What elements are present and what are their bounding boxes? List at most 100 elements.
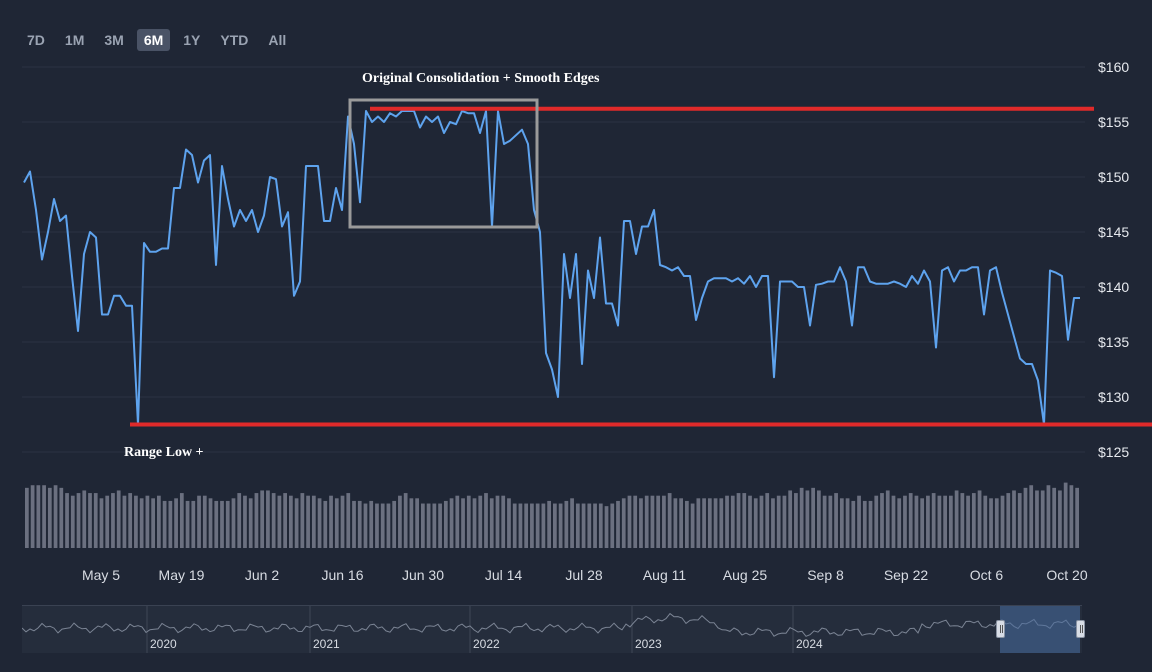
- navigator-year-label: 2021: [313, 637, 340, 651]
- volume-bar: [266, 490, 270, 548]
- volume-bar: [707, 498, 712, 548]
- volume-bar: [926, 495, 930, 548]
- volume-bar: [633, 495, 638, 548]
- volume-bar: [1075, 487, 1079, 548]
- volume-bar: [713, 498, 718, 548]
- volume-bar: [438, 503, 442, 548]
- volume-bar: [59, 487, 64, 548]
- volume-bar: [989, 498, 993, 548]
- volume-bar: [277, 495, 282, 548]
- volume-bar: [587, 503, 592, 548]
- navigator-selection[interactable]: [1000, 606, 1080, 653]
- volume-bar: [834, 493, 838, 548]
- volume-bar: [128, 493, 133, 548]
- navigator-trace: [22, 612, 1082, 637]
- volume-bar: [363, 503, 368, 548]
- range-tab-1y[interactable]: 1Y: [183, 32, 201, 48]
- x-tick-label: May 5: [82, 567, 120, 583]
- volume-bar: [415, 498, 419, 548]
- volume-bar: [1023, 487, 1028, 548]
- volume-bar: [862, 500, 867, 548]
- range-tab-1m[interactable]: 1M: [64, 32, 85, 48]
- y-tick-label: $135: [1098, 334, 1129, 350]
- volume-bar: [1063, 482, 1068, 548]
- navigator-right-handle[interactable]: [1076, 620, 1085, 638]
- range-tab-all[interactable]: All: [268, 32, 287, 48]
- volume-bar: [1012, 490, 1016, 548]
- volume-bar: [771, 498, 775, 548]
- time-range-selector: 7D 1M 3M 6M 1Y YTD All: [20, 28, 293, 52]
- volume-bar: [151, 498, 155, 548]
- volume-bar: [197, 495, 201, 548]
- x-tick-label: Sep 22: [884, 567, 929, 583]
- navigator-left-handle[interactable]: [996, 620, 1005, 638]
- range-tab-6m[interactable]: 6M: [136, 29, 171, 51]
- navigator-year-label: 2020: [150, 637, 177, 651]
- volume-bar: [857, 495, 861, 548]
- volume-bar: [93, 493, 98, 548]
- volume-bar: [254, 493, 259, 548]
- volume-bar: [541, 503, 546, 548]
- volume-bar: [403, 493, 408, 548]
- x-tick-label: Sep 8: [807, 567, 844, 583]
- volume-bar: [639, 498, 643, 548]
- volume-bar: [369, 500, 374, 548]
- volume-bar: [822, 495, 827, 548]
- volume-bar: [931, 493, 936, 548]
- volume-bar: [88, 493, 92, 548]
- y-tick-label: $140: [1098, 279, 1129, 295]
- volume-bar: [667, 493, 672, 548]
- volume-bar: [82, 490, 87, 548]
- volume-bar: [294, 498, 299, 548]
- volume-bar: [300, 493, 305, 548]
- volume-bar: [426, 503, 431, 548]
- range-tab-7d[interactable]: 7D: [27, 32, 45, 48]
- volume-bar: [231, 498, 236, 548]
- volume-bar: [845, 498, 850, 548]
- volume-bar: [317, 498, 322, 548]
- volume-bar: [971, 493, 976, 548]
- volume-bar: [535, 503, 540, 548]
- volume-bar: [76, 493, 81, 548]
- volume-bar: [271, 493, 276, 548]
- volume-bar: [1052, 487, 1057, 548]
- volume-bar: [375, 503, 379, 548]
- navigator-year-label: 2022: [473, 637, 500, 651]
- y-tick-label: $145: [1098, 224, 1129, 240]
- volume-bar: [553, 503, 557, 548]
- volume-bar: [323, 500, 328, 548]
- y-tick-label: $150: [1098, 169, 1129, 185]
- range-tab-3m[interactable]: 3M: [104, 32, 124, 48]
- range-tab-ytd[interactable]: YTD: [220, 32, 249, 48]
- volume-bar: [380, 503, 385, 548]
- volume-bar: [145, 495, 150, 548]
- volume-bar: [954, 490, 959, 548]
- volume-bar: [472, 498, 477, 548]
- volume-bar: [53, 485, 58, 548]
- volume-bar: [443, 500, 448, 548]
- volume-bar: [679, 498, 683, 548]
- volume-bar: [851, 500, 856, 548]
- volume-bar: [139, 498, 144, 548]
- volume-bar: [432, 503, 437, 548]
- volume-bar: [897, 498, 902, 548]
- volume-bar: [478, 495, 483, 548]
- navigator-mini-chart: 2020 2021 2022 2023 2024: [22, 606, 1082, 653]
- volume-bar: [920, 498, 925, 548]
- volume-bar: [817, 490, 821, 548]
- volume-bar: [644, 495, 649, 548]
- volume-bar: [191, 500, 196, 548]
- volume-bar: [311, 495, 316, 548]
- volume-bar: [357, 500, 362, 548]
- volume-bar: [604, 506, 609, 548]
- volume-bar: [874, 495, 879, 548]
- consolidation-box: [348, 98, 539, 229]
- volume-bar: [759, 495, 764, 548]
- navigator-panel[interactable]: 2020 2021 2022 2023 2024: [22, 605, 1085, 653]
- volume-bar: [65, 493, 69, 548]
- volume-bar: [558, 503, 563, 548]
- y-tick-label: $155: [1098, 114, 1129, 130]
- x-tick-label: Oct 6: [970, 567, 1004, 583]
- consolidation-label: Original Consolidation + Smooth Edges: [362, 71, 600, 86]
- volume-bar: [1046, 485, 1051, 548]
